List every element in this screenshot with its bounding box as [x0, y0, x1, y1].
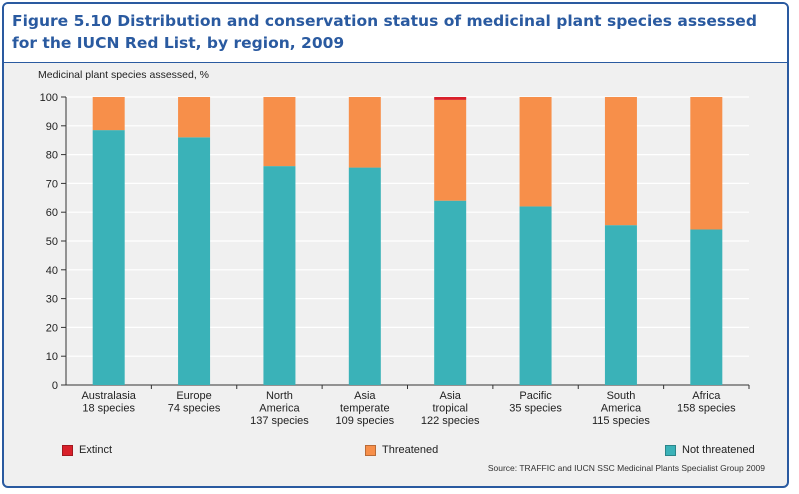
x-category-label: Europe [176, 390, 211, 402]
x-category-label: Asia [354, 390, 376, 402]
y-tick-label: 40 [46, 265, 58, 277]
bar-segment-threatened [263, 97, 296, 167]
extinct-swatch [62, 444, 73, 456]
x-category-label: 137 species [250, 415, 309, 427]
x-category-label: 109 species [335, 415, 394, 427]
y-tick-label: 70 [46, 178, 58, 190]
x-category-label: 158 species [677, 403, 736, 415]
bar-segment-threatened [434, 99, 467, 201]
x-category-label: Africa [692, 390, 721, 402]
x-category-label: 74 species [168, 403, 221, 415]
legend-extinct: Extinct [62, 443, 112, 457]
x-category-label: 115 species [592, 415, 650, 427]
y-tick-label: 80 [46, 150, 58, 162]
bar-segment-not-threatened [92, 130, 125, 385]
y-tick-label: 100 [40, 92, 58, 104]
bar-segment-not-threatened [263, 166, 296, 385]
legend-not-threatened-label: Not threatened [682, 444, 755, 456]
x-category-label: Asia [439, 390, 461, 402]
bar-segment-threatened [690, 97, 723, 230]
bar-segment-not-threatened [519, 206, 552, 385]
bar-segment-not-threatened [178, 137, 211, 385]
not-threatened-swatch [665, 444, 676, 456]
y-tick-label: 60 [46, 207, 58, 219]
y-tick-label: 20 [46, 322, 58, 334]
bar-segment-not-threatened [348, 167, 381, 385]
legend-extinct-label: Extinct [79, 444, 113, 456]
x-category-label: 35 species [509, 403, 562, 415]
y-axis-label: Medicinal plant species assessed, % [38, 69, 210, 81]
x-category-label: Pacific [519, 390, 552, 402]
bar-segment-threatened [348, 97, 381, 168]
y-tick-label: 30 [46, 294, 58, 306]
x-category-label: 18 species [82, 403, 135, 415]
legend-threatened-label: Threatened [382, 444, 439, 456]
x-category-label: America [601, 403, 642, 415]
bar-segment-threatened [178, 97, 211, 138]
x-category-label: America [259, 403, 300, 415]
bar-segment-not-threatened [690, 229, 723, 385]
threatened-swatch [365, 444, 376, 456]
y-tick-label: 90 [46, 121, 58, 133]
x-category-label: 122 species [421, 415, 480, 427]
x-category-label: tropical [432, 403, 467, 415]
x-category-label: North [266, 390, 293, 402]
bar-segment-not-threatened [434, 200, 467, 385]
legend-not-threatened: Not threatened [665, 443, 755, 457]
y-tick-label: 10 [46, 351, 58, 363]
bar-segment-threatened [604, 97, 637, 226]
x-category-label: Australasia [81, 390, 136, 402]
source-note: Source: TRAFFIC and IUCN SSC Medicinal P… [487, 463, 765, 473]
x-category-label: temperate [340, 403, 390, 415]
bar-segment-threatened [519, 97, 552, 207]
y-tick-label: 0 [52, 380, 58, 392]
bar-segment-threatened [92, 97, 125, 131]
legend-threatened: Threatened [365, 443, 438, 457]
figure-title: Figure 5.10 Distribution and conservatio… [12, 12, 757, 52]
y-tick-label: 50 [46, 236, 58, 248]
title-bar: Figure 5.10 Distribution and conservatio… [4, 4, 787, 63]
bar-segment-extinct [434, 97, 467, 100]
x-category-label: South [607, 390, 636, 402]
bar-segment-not-threatened [604, 225, 637, 385]
